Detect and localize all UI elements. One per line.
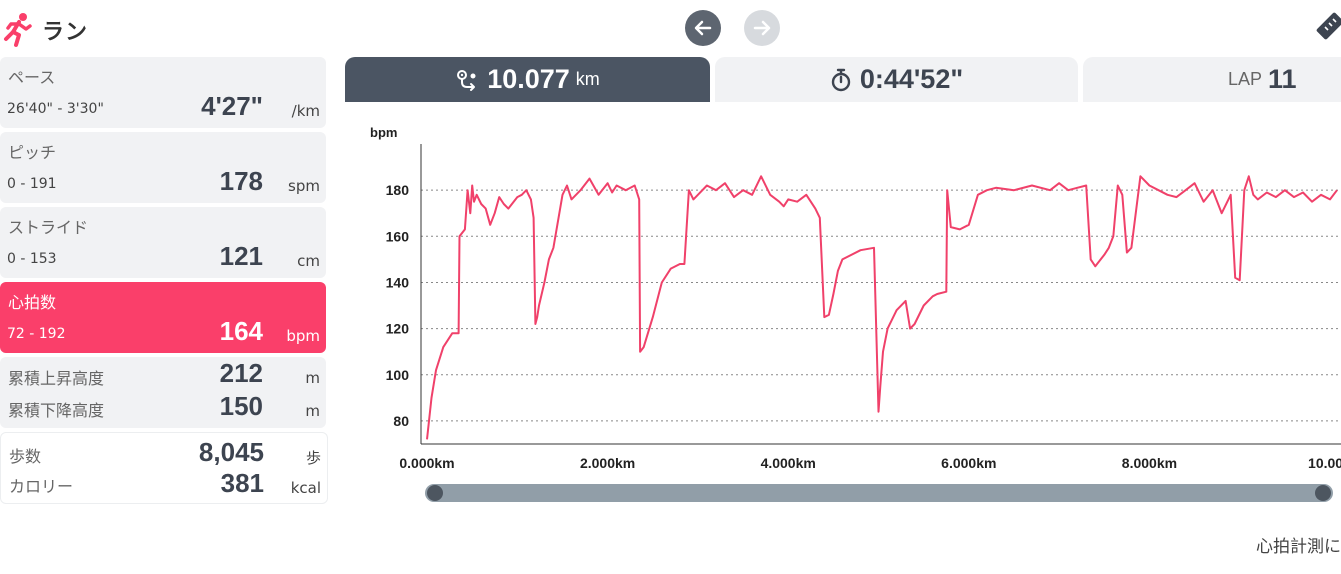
stat-label: 心拍数 [8, 293, 57, 312]
runner-icon [2, 12, 32, 48]
stat-unit: /km [291, 102, 320, 120]
calories-label: カロリー [9, 477, 74, 496]
ascent-label: 累積上昇高度 [8, 369, 105, 388]
stat-value: 4'27" [201, 91, 263, 121]
stat-range: 0 - 153 [7, 251, 57, 267]
x-tick-label: 0.000km [399, 455, 454, 471]
calories-unit: kcal [290, 479, 321, 497]
heart-rate-chart: 80 100 120 140 160 180 0.000km 2.000km 4.000km 6… [370, 125, 1341, 471]
slider-handle-start[interactable] [427, 485, 443, 501]
stat-steps-calories: 歩数 8,045 歩 カロリー 381 kcal [0, 432, 328, 504]
next-button[interactable] [744, 10, 780, 46]
stat-value: 164 [219, 316, 263, 346]
descent-unit: m [305, 402, 320, 420]
ascent-unit: m [305, 369, 320, 387]
stat-label: ペース [8, 68, 56, 87]
stat-range: 26'40" - 3'30" [7, 101, 104, 117]
stopwatch-icon [831, 68, 851, 91]
lap-value: 11 [1268, 64, 1297, 94]
stat-elevation: 累積上昇高度 212 m 累積下降高度 150 m [0, 357, 326, 428]
x-tick-label: 6.000km [941, 455, 996, 471]
lap-prefix: LAP [1228, 69, 1263, 89]
y-tick-label: 120 [386, 321, 410, 337]
prev-button[interactable] [685, 10, 721, 46]
ruler-icon[interactable] [1311, 11, 1341, 45]
stat-pace[interactable]: ペース 26'40" - 3'30" 4'27" /km [0, 57, 326, 128]
x-tick-label: 4.000km [761, 455, 816, 471]
stat-value: 121 [219, 241, 263, 271]
stat-cadence[interactable]: ピッチ 0 - 191 178 spm [0, 132, 326, 203]
steps-label: 歩数 [9, 447, 42, 466]
x-axis-ticks: 0.000km 2.000km 4.000km 6.000km 8.000km 10.00 [399, 455, 1341, 471]
stat-value: 178 [219, 166, 263, 196]
chart-grid [421, 189, 1341, 422]
range-slider[interactable] [425, 484, 1333, 502]
stat-unit: bpm [286, 327, 320, 345]
stat-unit: spm [288, 177, 320, 195]
steps-value: 8,045 [198, 437, 264, 467]
stat-heart-rate[interactable]: 心拍数 72 - 192 164 bpm [0, 282, 326, 353]
y-tick-label: 80 [393, 413, 409, 429]
tab-lap[interactable]: LAP 11 [1083, 57, 1341, 102]
descent-label: 累積下降高度 [8, 401, 105, 420]
stat-stride[interactable]: ストライド 0 - 153 121 cm [0, 207, 326, 278]
page-title: ラン [42, 20, 89, 45]
arrow-left-icon [694, 20, 712, 36]
stat-label: ストライド [8, 218, 89, 237]
tab-time[interactable]: 0:44'52" [715, 57, 1078, 102]
y-tick-label: 140 [386, 274, 410, 290]
page-header: ラン [0, 10, 88, 50]
x-tick-label: 10.00 [1308, 455, 1341, 471]
time-value: 0:44'52" [859, 64, 964, 94]
stat-range: 0 - 191 [7, 176, 57, 192]
distance-value: 10.077 [487, 64, 570, 94]
steps-unit: 歩 [305, 449, 321, 467]
footer-note: 心拍計測に [1256, 537, 1341, 557]
arrow-right-icon [753, 20, 771, 36]
y-tick-label: 100 [386, 367, 410, 383]
y-tick-label: 180 [386, 182, 410, 198]
heart-rate-series-line [426, 175, 1338, 440]
distance-unit: km [575, 69, 600, 89]
tab-distance[interactable]: 10.077 km [345, 57, 710, 102]
route-icon [457, 69, 476, 91]
stat-unit: cm [297, 252, 320, 270]
descent-value: 150 [219, 391, 263, 421]
calories-value: 381 [220, 468, 264, 498]
x-tick-label: 2.000km [580, 455, 635, 471]
x-tick-label: 8.000km [1122, 455, 1177, 471]
y-axis-ticks: 80 100 120 140 160 180 [386, 182, 410, 429]
stat-label: ピッチ [8, 143, 57, 162]
ascent-value: 212 [219, 358, 263, 388]
stat-range: 72 - 192 [7, 326, 66, 342]
y-axis-label: bpm [370, 125, 397, 140]
slider-handle-end[interactable] [1315, 485, 1331, 501]
y-tick-label: 160 [386, 228, 410, 244]
